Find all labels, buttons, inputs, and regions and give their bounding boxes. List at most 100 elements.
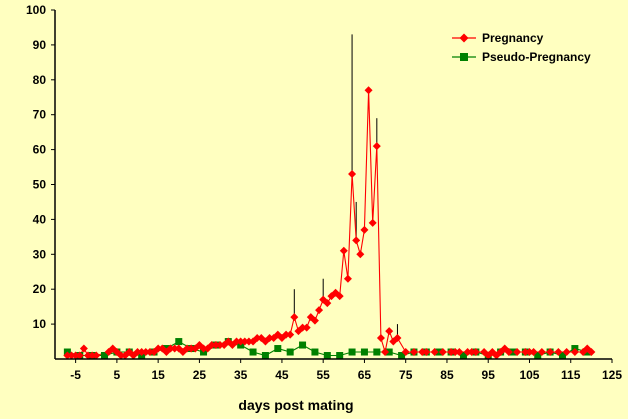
data-point-pregnancy [298, 323, 307, 332]
data-point-pregnancy [430, 348, 439, 357]
data-point-pregnancy [63, 351, 72, 360]
data-point-pregnancy [187, 344, 196, 353]
data-point-pregnancy [451, 348, 460, 357]
y-tick-label: 30 [33, 247, 47, 261]
data-point-pregnancy [352, 236, 361, 245]
y-tick-label: 80 [33, 73, 47, 87]
data-point-pregnancy [145, 348, 154, 357]
y-tick-label: 70 [33, 108, 47, 122]
data-point-pregnancy [455, 348, 464, 357]
legend-marker-pregnancy [459, 33, 469, 43]
data-point-pregnancy [117, 351, 126, 360]
x-tick-label: 25 [193, 368, 207, 382]
data-point-pseudo-pregnancy [348, 348, 356, 356]
data-point-pregnancy [339, 246, 348, 255]
y-tick-label: 100 [26, 3, 46, 17]
data-point-pseudo-pregnancy [274, 345, 282, 353]
data-point-pregnancy [141, 348, 150, 357]
data-point-pseudo-pregnancy [323, 352, 331, 360]
data-point-pregnancy [183, 344, 192, 353]
data-point-pregnancy [92, 351, 101, 360]
data-point-pregnancy [525, 348, 534, 357]
data-point-pregnancy [401, 348, 410, 357]
data-point-pregnancy [154, 344, 163, 353]
x-tick-label: 45 [275, 368, 289, 382]
data-point-pseudo-pregnancy [459, 352, 467, 360]
data-point-pseudo-pregnancy [286, 348, 294, 356]
data-point-pregnancy [348, 170, 357, 179]
series-markers-layer [63, 86, 596, 360]
data-point-pregnancy [121, 351, 130, 360]
data-point-pregnancy [166, 344, 175, 353]
data-point-pregnancy [409, 348, 418, 357]
data-point-pregnancy [463, 348, 472, 357]
data-point-pregnancy [356, 250, 365, 259]
x-tick-label: 35 [234, 368, 248, 382]
data-point-pregnancy [211, 341, 220, 350]
y-tick-label: 10 [33, 317, 47, 331]
data-point-pregnancy [546, 348, 555, 357]
data-point-pregnancy [265, 334, 274, 343]
data-point-pregnancy [133, 348, 142, 357]
y-tick-label: 90 [33, 38, 47, 52]
data-point-pregnancy [372, 142, 381, 151]
legend: Pregnancy Pseudo-Pregnancy [452, 31, 591, 64]
x-tick-label: -5 [70, 368, 81, 382]
x-axis-title: days post mating [238, 397, 353, 413]
data-point-pregnancy [418, 348, 427, 357]
data-point-pseudo-pregnancy [101, 352, 109, 360]
series-line-pregnancy [67, 90, 592, 357]
data-point-pregnancy [282, 330, 291, 339]
data-point-pregnancy [236, 337, 245, 346]
series-lines-layer [67, 90, 592, 357]
legend-item-pregnancy: Pregnancy [452, 31, 544, 45]
data-point-pregnancy [364, 86, 373, 95]
x-tick-label: 75 [399, 368, 413, 382]
x-tick-label: 65 [358, 368, 372, 382]
data-point-pregnancy [315, 306, 324, 315]
legend-label-pregnancy: Pregnancy [482, 31, 544, 45]
data-point-pseudo-pregnancy [261, 352, 269, 360]
data-point-pseudo-pregnancy [336, 352, 344, 360]
data-point-pregnancy [360, 225, 369, 234]
data-point-pregnancy [232, 337, 241, 346]
data-point-pregnancy [529, 348, 538, 357]
y-tick-label: 40 [33, 212, 47, 226]
data-point-pregnancy [376, 334, 385, 343]
x-tick-label: 15 [151, 368, 165, 382]
data-point-pregnancy [587, 348, 596, 357]
data-point-pseudo-pregnancy [435, 348, 443, 356]
data-point-pregnancy [302, 323, 311, 332]
data-point-pregnancy [438, 348, 447, 357]
data-point-pregnancy [71, 351, 80, 360]
data-point-pregnancy [385, 327, 394, 336]
data-point-pseudo-pregnancy [249, 348, 257, 356]
data-point-pregnancy [67, 351, 76, 360]
data-point-pregnancy [240, 337, 249, 346]
error-bars-layer [293, 34, 398, 339]
data-point-pseudo-pregnancy [311, 348, 319, 356]
data-point-pregnancy [170, 344, 179, 353]
data-point-pregnancy [537, 348, 546, 357]
data-point-pregnancy [471, 348, 480, 357]
data-point-pregnancy [335, 292, 344, 301]
y-tick-label: 20 [33, 282, 47, 296]
x-tick-label: 95 [482, 368, 496, 382]
data-point-pregnancy [216, 341, 225, 350]
data-point-pregnancy [521, 348, 530, 357]
x-tick-label: 55 [317, 368, 331, 382]
data-point-pregnancy [79, 344, 88, 353]
data-point-pseudo-pregnancy [385, 348, 393, 356]
data-point-pregnancy [368, 218, 377, 227]
x-tick-label: 85 [440, 368, 454, 382]
legend-label-pseudo-pregnancy: Pseudo-Pregnancy [482, 50, 591, 64]
data-point-pregnancy [207, 341, 216, 350]
data-point-pregnancy [253, 334, 262, 343]
data-point-pregnancy [554, 348, 563, 357]
data-point-pregnancy [504, 348, 513, 357]
data-point-pseudo-pregnancy [360, 348, 368, 356]
data-point-pseudo-pregnancy [373, 348, 381, 356]
axes-layer [51, 9, 613, 363]
y-tick-label: 50 [33, 178, 47, 192]
